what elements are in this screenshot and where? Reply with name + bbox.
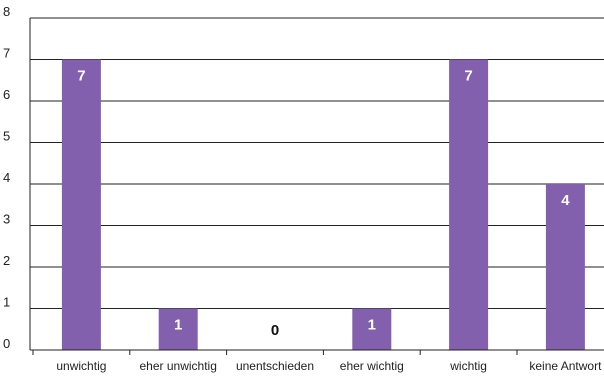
- bar-value-label: 1: [368, 317, 376, 334]
- y-tick-label: 0: [3, 336, 10, 351]
- bar-value-label: 4: [561, 192, 570, 209]
- y-tick-label: 4: [3, 170, 10, 185]
- x-tick-label: keine Antwort: [529, 359, 602, 373]
- y-tick-label: 8: [3, 4, 10, 19]
- gridlines: [30, 17, 604, 309]
- bar: [545, 184, 585, 350]
- bar-value-label: 7: [77, 68, 85, 85]
- bars: [61, 59, 585, 350]
- axes: [29, 18, 604, 355]
- bar-value-label: 7: [464, 68, 472, 85]
- y-tick-label: 1: [3, 295, 10, 310]
- y-tick-label: 5: [3, 129, 10, 144]
- bar-value-label: 1: [174, 317, 182, 334]
- bar-value-label: 0: [271, 322, 279, 339]
- labels: 0 1 2 3 4 5 6 7 8 7 unwichtig 1 eher unwichtig 0 unent…: [3, 4, 602, 373]
- bar: [158, 308, 198, 350]
- x-tick-label: unentschieden: [236, 359, 314, 373]
- y-tick-label: 2: [3, 253, 10, 268]
- x-tick-label: wichtig: [449, 359, 487, 373]
- bar: [449, 59, 489, 350]
- y-tick-label: 7: [3, 46, 10, 61]
- y-tick-label: 6: [3, 87, 10, 102]
- x-tick-label: eher unwichtig: [140, 359, 217, 373]
- bar: [352, 308, 392, 350]
- y-tick-label: 3: [3, 212, 10, 227]
- x-tick-label: eher wichtig: [340, 359, 404, 373]
- bar: [61, 59, 101, 350]
- x-tick-label: unwichtig: [56, 359, 106, 373]
